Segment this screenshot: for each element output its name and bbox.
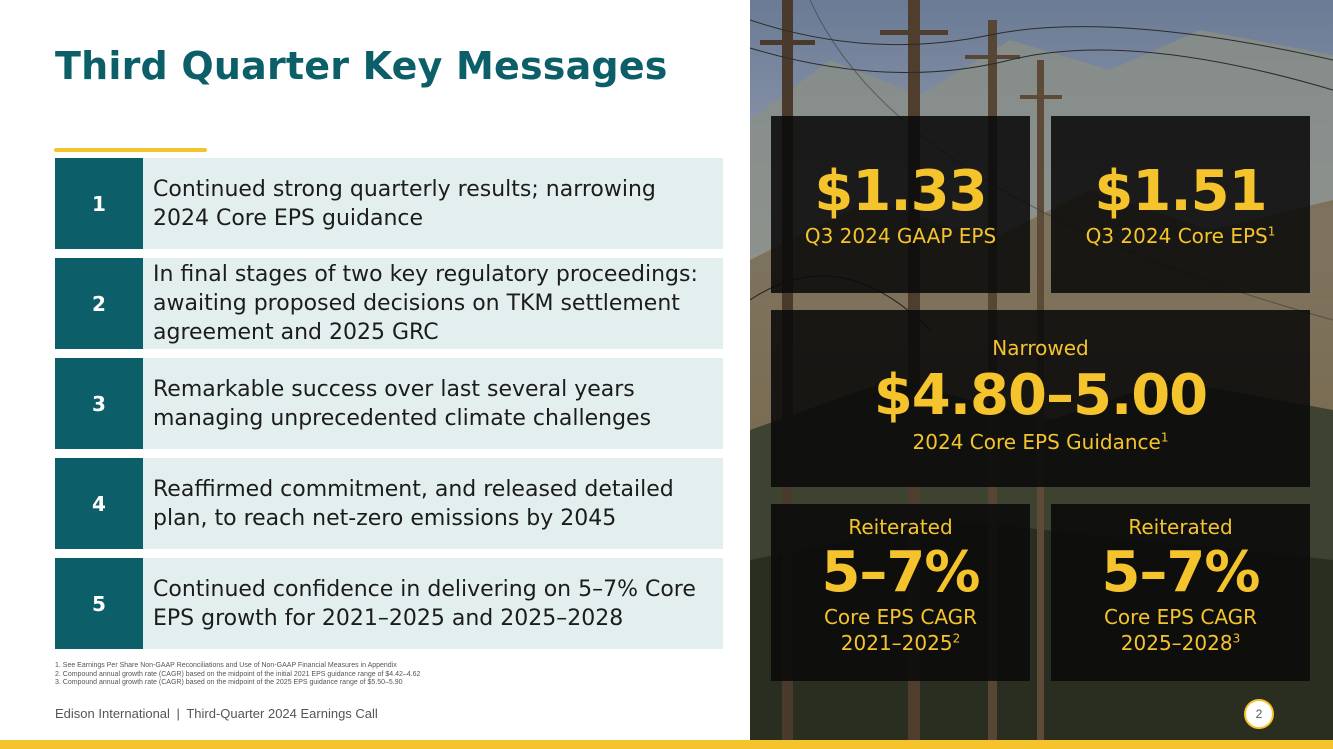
cagr-2021-2025-caption: 2021–20252 (771, 630, 1030, 656)
message-number: 2 (55, 258, 143, 349)
cagr-2021-2025-status: Reiterated (848, 515, 953, 539)
core-eps-label: Q3 2024 Core EPS (1085, 224, 1268, 248)
cagr-2021-2025-value: 5–7% (821, 540, 980, 605)
guidance-caption: 2024 Core EPS Guidance1 (771, 429, 1310, 455)
page-number: 2 (1244, 699, 1274, 729)
guidance-value: $4.80–5.00 (873, 363, 1208, 428)
title-accent-bar (54, 148, 207, 152)
core-eps-box: $1.51 Q3 2024 Core EPS1 (1051, 116, 1310, 293)
cagr-2025-2028-status: Reiterated (1128, 515, 1233, 539)
footnote-1: 1. See Earnings Per Share Non-GAAP Recon… (55, 662, 397, 669)
footer-company: Edison International (55, 706, 170, 721)
message-row-2: 2 In final stages of two key regulatory … (55, 258, 723, 349)
cagr-2021-2025-period: 2021–2025 (840, 631, 953, 655)
cagr-2021-2025-box: Reiterated 5–7% Core EPS CAGR 2021–20252 (771, 504, 1030, 681)
cagr-2025-2028-label: Core EPS CAGR (1103, 605, 1258, 629)
core-eps-value: $1.51 (1094, 159, 1267, 224)
footer: Edison International | Third-Quarter 202… (55, 706, 378, 721)
message-number: 4 (55, 458, 143, 549)
slide-title: Third Quarter Key Messages (55, 44, 668, 88)
cagr-2025-2028-box: Reiterated 5–7% Core EPS CAGR 2025–20283 (1051, 504, 1310, 681)
footer-separator: | (176, 706, 180, 721)
guidance-label: 2024 Core EPS Guidance (912, 430, 1161, 454)
guidance-status: Narrowed (992, 336, 1089, 360)
message-text: Continued strong quarterly results; narr… (153, 176, 656, 231)
message-text: Reaffirmed commitment, and released deta… (153, 476, 674, 531)
footer-event: Third-Quarter 2024 Earnings Call (186, 706, 378, 721)
message-row-4: 4 Reaffirmed commitment, and released de… (55, 458, 723, 549)
cagr-2025-2028-period: 2025–2028 (1120, 631, 1233, 655)
gaap-eps-label: Q3 2024 GAAP EPS (804, 224, 997, 248)
cagr-2025-2028-caption: 2025–20283 (1051, 630, 1310, 656)
bottom-accent-band (0, 740, 1333, 749)
message-number: 3 (55, 358, 143, 449)
cagr-2025-2028-value: 5–7% (1101, 540, 1260, 605)
cagr-2021-2025-footnote-ref: 2 (952, 631, 961, 646)
message-row-1: 1 Continued strong quarterly results; na… (55, 158, 723, 249)
message-text: Continued confidence in delivering on 5–… (153, 576, 696, 631)
gaap-eps-box: $1.33 Q3 2024 GAAP EPS (771, 116, 1030, 293)
cagr-2025-2028-footnote-ref: 3 (1232, 631, 1241, 646)
message-text: Remarkable success over last several yea… (153, 376, 652, 431)
message-number: 1 (55, 158, 143, 249)
core-eps-caption: Q3 2024 Core EPS1 (1051, 223, 1310, 249)
footnote-2: 2. Compound annual growth rate (CAGR) ba… (55, 670, 421, 678)
message-text: In final stages of two key regulatory pr… (153, 262, 698, 345)
guidance-box: Narrowed $4.80–5.00 2024 Core EPS Guidan… (771, 310, 1310, 487)
gaap-eps-value: $1.33 (814, 159, 987, 224)
footnotes: 1. See Earnings Per Share Non-GAAP Recon… (55, 662, 420, 688)
cagr-2021-2025-label: Core EPS CAGR (823, 605, 978, 629)
message-number: 5 (55, 558, 143, 649)
guidance-footnote-ref: 1 (1160, 430, 1169, 445)
core-eps-footnote-ref: 1 (1267, 224, 1276, 239)
message-row-3: 3 Remarkable success over last several y… (55, 358, 723, 449)
footnote-3: 3. Compound annual growth rate (CAGR) ba… (55, 679, 403, 686)
message-row-5: 5 Continued confidence in delivering on … (55, 558, 723, 649)
